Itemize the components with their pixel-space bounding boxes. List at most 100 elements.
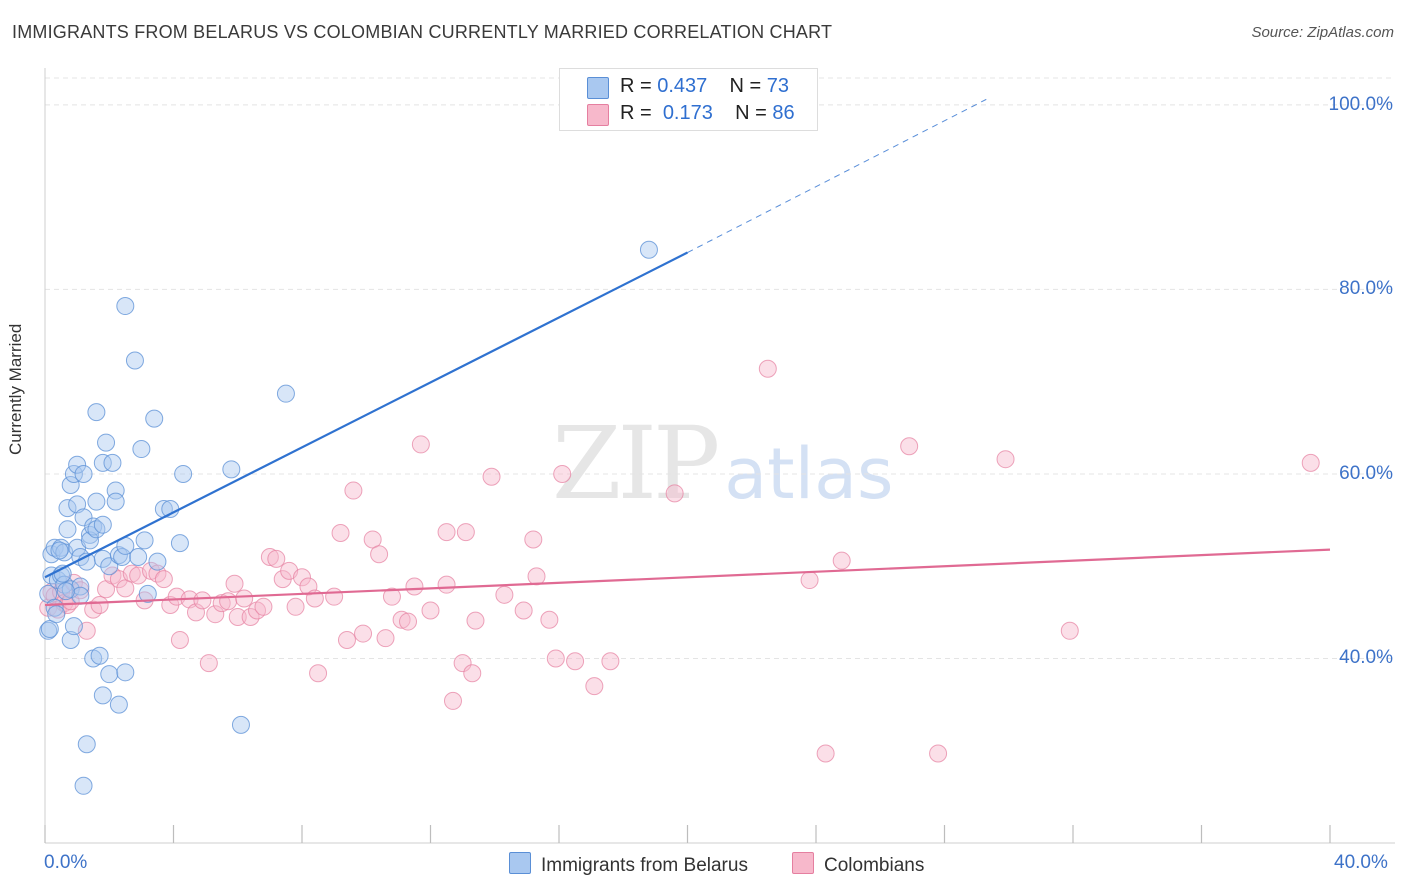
colombians-n-value: 86: [772, 102, 795, 124]
belarus-point: [56, 582, 75, 601]
axes: [44, 68, 1395, 844]
colombians-point: [170, 631, 189, 650]
belarus-point: [50, 541, 69, 560]
colombians-point: [71, 581, 90, 600]
colombians-point: [900, 437, 919, 456]
colombians-point: [309, 664, 328, 683]
belarus-trend-line: [44, 251, 688, 579]
colombians-point: [344, 481, 363, 500]
colombians-point: [437, 575, 456, 594]
belarus-point: [276, 384, 295, 403]
belarus-point: [170, 534, 189, 553]
colombians-r-value: 0.173: [662, 102, 713, 124]
colombians-point: [437, 523, 456, 542]
belarus-legend-swatch: [509, 852, 531, 874]
colombians-point: [800, 571, 819, 590]
colombians-point: [376, 629, 395, 648]
grid-lines: [45, 77, 1395, 659]
colombians-point: [816, 744, 835, 763]
source-label: Source: ZipAtlas.com: [1251, 24, 1394, 41]
belarus-r-value: 0.437: [657, 75, 708, 97]
belarus-legend-label: Immigrants from Belarus: [541, 855, 748, 876]
belarus-point: [109, 546, 128, 565]
colombians-point: [293, 568, 311, 587]
colombians-point: [527, 567, 546, 586]
belarus-point: [135, 531, 154, 550]
colombians-point: [524, 530, 543, 549]
colombians-point: [286, 597, 305, 616]
colombians-point: [405, 577, 424, 596]
legend-item-belarus[interactable]: Immigrants from Belarus: [509, 852, 748, 877]
colombians-n-label: N =: [735, 102, 773, 124]
colombians-point: [566, 652, 585, 671]
colombians-trend-line: [44, 548, 1331, 607]
colombians-point: [90, 595, 109, 614]
belarus-point: [129, 547, 148, 566]
colombians-point: [466, 611, 485, 630]
watermark-zip: ZIP: [552, 405, 720, 522]
belarus-point: [64, 617, 83, 636]
colombians-point: [832, 551, 851, 570]
colombians-point: [199, 654, 218, 673]
belarus-point: [97, 433, 116, 452]
y-tick-label: 100.0%: [1328, 93, 1393, 115]
belarus-point: [116, 663, 135, 682]
y-tick-label: 80.0%: [1339, 278, 1393, 300]
belarus-point: [87, 403, 106, 422]
belarus-point: [93, 515, 112, 534]
stats-legend: R = 0.437 N = 73 R = 0.173 N = 86: [559, 68, 818, 131]
x-tick-label-min: 0.0%: [44, 852, 88, 873]
colombians-point: [382, 587, 401, 606]
belarus-point: [639, 240, 658, 259]
colombians-point: [601, 652, 620, 671]
colombians-point: [337, 631, 356, 650]
colombians-points: [39, 359, 1320, 763]
x-tick-label-max: 40.0%: [1334, 852, 1388, 873]
colombians-point: [1060, 621, 1079, 640]
belarus-point: [45, 538, 64, 557]
belarus-point: [74, 776, 93, 795]
colombians-point: [996, 450, 1015, 469]
belarus-point: [148, 552, 167, 571]
belarus-point: [93, 686, 112, 705]
y-tick-label: 60.0%: [1339, 462, 1393, 484]
colombians-point: [553, 464, 572, 483]
belarus-point: [61, 631, 80, 650]
colombians-point: [929, 744, 948, 763]
colombians-point: [758, 359, 777, 378]
belarus-point: [125, 351, 144, 370]
colombians-point: [325, 587, 344, 606]
belarus-point: [47, 605, 66, 624]
colombians-point: [1301, 453, 1320, 472]
colombians-legend-label: Colombians: [824, 855, 925, 876]
colombians-point: [514, 601, 533, 620]
colombians-point: [585, 677, 604, 696]
colombians-point: [228, 607, 247, 626]
colombians-point: [411, 435, 430, 454]
colombians-legend-swatch: [792, 852, 814, 874]
colombians-point: [453, 654, 472, 673]
belarus-point: [68, 455, 87, 474]
colombians-point: [219, 592, 238, 611]
colombians-point: [122, 564, 141, 583]
belarus-point: [77, 735, 96, 754]
colombians-point: [399, 612, 418, 631]
belarus-point: [103, 453, 122, 472]
belarus-swatch: [587, 77, 609, 99]
belarus-point: [74, 508, 93, 527]
belarus-point: [71, 577, 90, 596]
colombians-point: [206, 605, 225, 624]
colombians-point: [495, 585, 514, 604]
belarus-point: [87, 492, 106, 511]
belarus-point: [93, 453, 112, 472]
belarus-point: [61, 476, 80, 495]
colombians-point: [443, 691, 462, 710]
legend-item-colombians[interactable]: Colombians: [792, 852, 924, 877]
belarus-point: [58, 520, 77, 539]
belarus-point: [138, 584, 157, 603]
belarus-point: [132, 440, 151, 459]
colombians-point: [154, 570, 173, 589]
belarus-point: [145, 409, 164, 428]
colombians-point: [456, 523, 475, 542]
belarus-trend-extension: [687, 98, 987, 253]
